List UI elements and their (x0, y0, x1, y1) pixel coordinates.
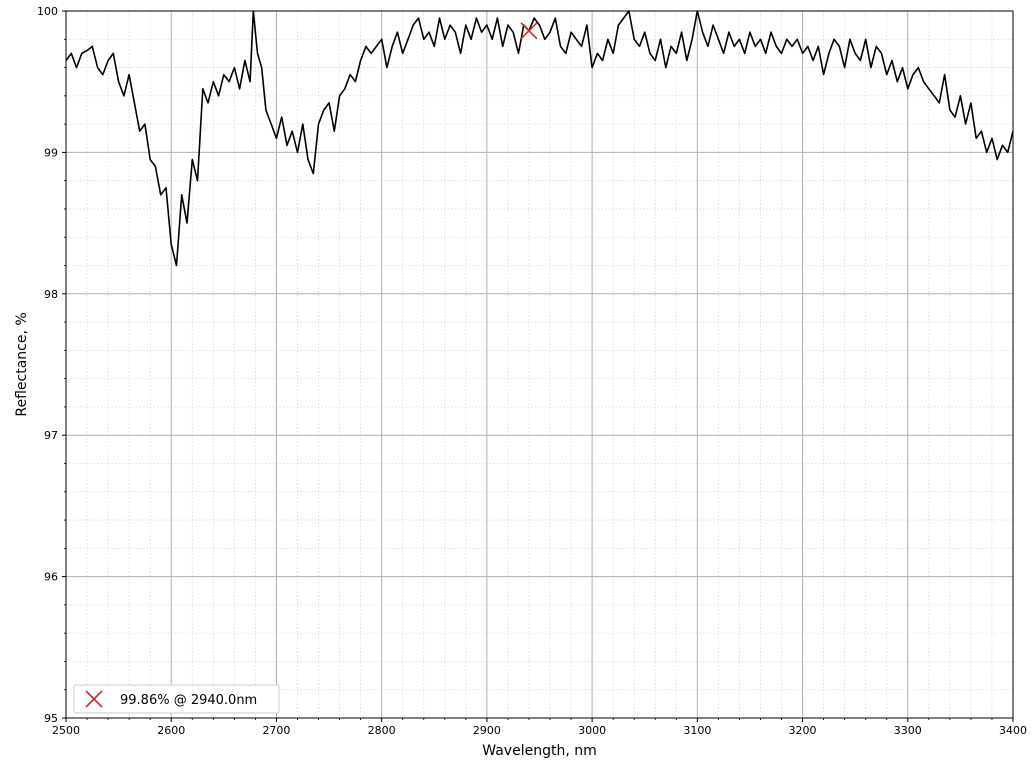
legend-x-marker-icon (85, 690, 103, 708)
x-tick-label: 2900 (473, 724, 501, 737)
x-tick-label: 2700 (262, 724, 290, 737)
x-tick-label: 3200 (789, 724, 817, 737)
x-axis-label: Wavelength, nm (482, 743, 596, 759)
peak-marker (520, 22, 538, 40)
x-tick-label: 2600 (157, 724, 185, 737)
y-axis-label: Reflectance, % (14, 312, 30, 416)
y-axis-ticks: 95 96 97 98 99 100 (37, 5, 66, 725)
y-tick-label: 96 (44, 571, 58, 584)
legend: 99.86% @ 2940.0nm (73, 684, 280, 714)
peak-marker-stroke (520, 22, 538, 40)
y-tick-label: 98 (44, 288, 58, 301)
y-tick-label: 97 (44, 429, 58, 442)
x-tick-label: 2500 (52, 724, 80, 737)
x-tick-label: 3100 (683, 724, 711, 737)
y-tick-label: 99 (44, 146, 58, 159)
reflectance-series-line (65, 10, 1014, 267)
y-tick-label: 95 (44, 712, 58, 725)
legend-label: 99.86% @ 2940.0nm (120, 693, 257, 708)
x-tick-label: 3300 (894, 724, 922, 737)
major-grid (65, 10, 1014, 719)
x-tick-label: 3400 (999, 724, 1027, 737)
x-tick-label: 3000 (578, 724, 606, 737)
plot-frame (65, 10, 1014, 719)
minor-grid (66, 11, 1013, 718)
legend-marker-stroke (85, 690, 103, 708)
x-axis-ticks: 2500 2600 2700 2800 2900 3000 3100 3200 3300 3400 (52, 718, 1027, 737)
x-tick-label: 2800 (368, 724, 396, 737)
y-tick-label: 100 (37, 5, 58, 18)
legend-box (73, 684, 280, 714)
